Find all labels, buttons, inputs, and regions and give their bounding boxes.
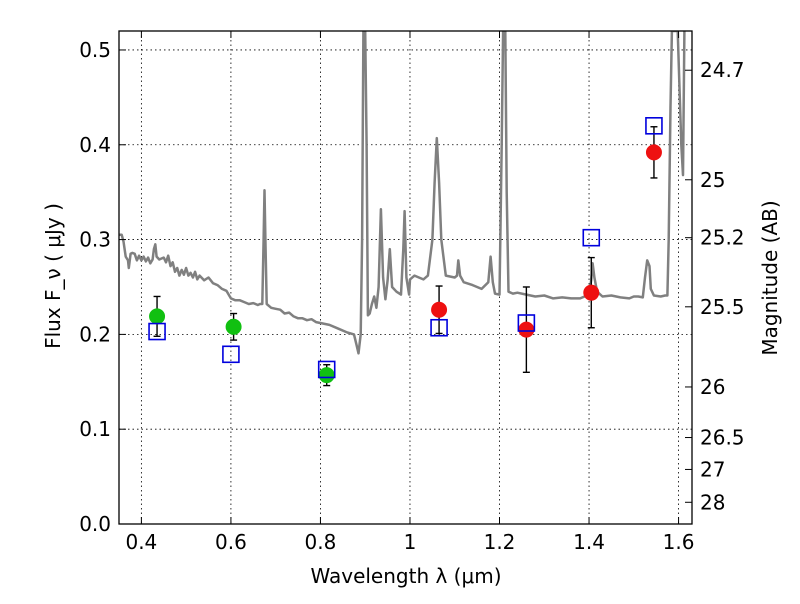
model-band-square — [317, 360, 336, 379]
y-tick-label: 0.0 — [79, 512, 111, 536]
model-band-square — [148, 322, 166, 341]
y-tick-label: 0.3 — [79, 228, 111, 252]
observed-flux-point — [645, 144, 662, 161]
right-tick-label: 25 — [700, 168, 725, 192]
x-tick-label: 0.4 — [125, 530, 157, 554]
x-tick-label: 0.8 — [305, 530, 337, 554]
x-tick-label: 1 — [404, 530, 417, 554]
right-tick-label: 25.2 — [700, 226, 745, 250]
model-band-square — [645, 117, 663, 135]
y-axis-label: Flux F_ν ( μJy ) — [41, 203, 65, 349]
right-axis-label: Magnitude (AB) — [758, 200, 782, 355]
right-tick-label: 27 — [700, 457, 725, 481]
observed-flux-point — [225, 318, 242, 335]
y-tick-label: 0.5 — [79, 38, 111, 62]
y-tick-labels: 0.0 0.1 0.2 0.3 0.4 0.5 — [79, 38, 126, 536]
model-band-square — [582, 228, 601, 247]
sed-model-curve — [119, 31, 686, 355]
observed-flux-point — [318, 367, 335, 384]
observed-flux-point — [149, 308, 166, 325]
y-tick-label: 0.2 — [79, 322, 111, 346]
x-tick-label: 1.6 — [663, 530, 695, 554]
x-tick-label: 0.6 — [215, 530, 247, 554]
right-tick-label: 24.7 — [700, 58, 745, 82]
data-markers — [148, 117, 663, 387]
model-band-square — [222, 345, 240, 364]
right-tick-label: 26 — [700, 375, 725, 399]
x-tick-label: 1.2 — [484, 530, 516, 554]
right-tick-label: 26.5 — [700, 426, 745, 450]
observed-flux-point — [518, 321, 535, 338]
right-tick-label: 25.5 — [700, 295, 745, 319]
observed-flux-point — [583, 284, 600, 301]
x-tick-labels: 0.4 0.6 0.8 1 1.2 1.4 1.6 — [125, 31, 694, 554]
right-tick-labels: 24.7 25 25.2 25.5 26 26.5 27 28 — [685, 58, 745, 514]
x-axis-label: Wavelength λ (μm) — [310, 564, 501, 588]
x-tick-label: 1.4 — [573, 530, 605, 554]
plot-frame — [118, 30, 693, 525]
y-tick-label: 0.1 — [79, 417, 111, 441]
right-tick-label: 28 — [700, 490, 725, 514]
observed-flux-point — [431, 301, 448, 318]
model-band-square — [517, 314, 536, 332]
sed-model-line — [119, 31, 686, 355]
y-tick-label: 0.4 — [79, 133, 111, 157]
model-band-square — [430, 318, 448, 337]
